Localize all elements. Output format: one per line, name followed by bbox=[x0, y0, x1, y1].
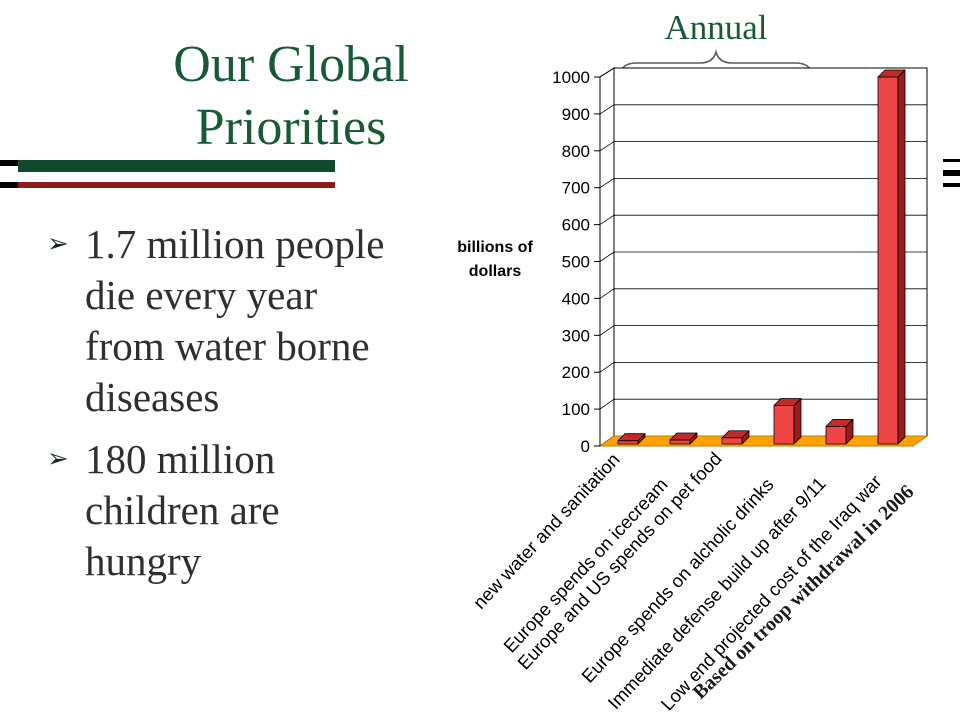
bar-front-face bbox=[877, 76, 899, 445]
bar-top-face bbox=[669, 432, 698, 441]
bullet-item: 1.7 million people die every year from w… bbox=[85, 219, 430, 423]
bar-top-face bbox=[773, 398, 802, 406]
bar-3 bbox=[721, 430, 750, 445]
title-rule-green bbox=[18, 160, 335, 172]
y-tick-label-700: 700 bbox=[562, 179, 590, 198]
bar-1 bbox=[617, 433, 646, 445]
y-tick-label-1000: 1000 bbox=[552, 68, 590, 87]
bar-4 bbox=[773, 398, 802, 445]
bar-5 bbox=[825, 418, 854, 445]
y-tick-label-900: 900 bbox=[562, 105, 590, 124]
side-gridline-400 bbox=[599, 288, 615, 299]
y-tick-label-300: 300 bbox=[562, 326, 590, 345]
y-axis: 0 100 200 300 400 500 600 700 800 900 1000 bbox=[552, 68, 600, 456]
side-gridline-100 bbox=[599, 398, 615, 410]
y-axis-label: billions of dollars bbox=[457, 239, 533, 280]
arrow-bullet-icon bbox=[47, 227, 77, 261]
bar-front-face bbox=[617, 440, 639, 445]
y-tick-label-0: 0 bbox=[581, 437, 590, 456]
right-rule-2 bbox=[943, 170, 960, 176]
annual-label: Annual bbox=[664, 8, 768, 47]
y-tick-label-200: 200 bbox=[562, 363, 590, 382]
side-gridline-700 bbox=[599, 178, 615, 189]
side-gridline-900 bbox=[599, 104, 615, 115]
side-gridline-200 bbox=[599, 362, 615, 373]
title-rule-stub-bottom bbox=[0, 182, 18, 188]
bar-front-face bbox=[721, 437, 743, 445]
slide-title: Our Global Priorities bbox=[173, 36, 409, 156]
bar-2 bbox=[669, 432, 698, 445]
y-tick-label-600: 600 bbox=[562, 216, 590, 235]
right-rule-3 bbox=[943, 183, 960, 187]
y-tick-label-400: 400 bbox=[562, 289, 590, 308]
bullet-item: 180 million children are hungry bbox=[85, 434, 430, 587]
bar-top-face bbox=[617, 433, 646, 442]
bar-front-face bbox=[773, 405, 795, 445]
bar-side-face bbox=[897, 69, 906, 445]
bar-top-face bbox=[877, 69, 906, 78]
annual-brace bbox=[619, 48, 813, 77]
y-tick-label-500: 500 bbox=[562, 253, 590, 272]
bar-6 bbox=[877, 69, 906, 445]
y-tick-label-800: 800 bbox=[562, 142, 590, 161]
title-rule-stub-top bbox=[0, 160, 18, 166]
side-gridline-600 bbox=[599, 214, 615, 225]
bars bbox=[617, 69, 906, 445]
title-rule-red bbox=[18, 182, 335, 188]
side-gridline-800 bbox=[599, 141, 615, 152]
bullet-text: 180 million children are hungry bbox=[85, 436, 280, 584]
bullet-list: 1.7 million people die every year from w… bbox=[85, 219, 430, 598]
bar-front-face bbox=[825, 425, 847, 445]
bar-top-face bbox=[721, 430, 750, 439]
bullet-text: 1.7 million people die every year from w… bbox=[85, 221, 385, 420]
bar-side-face bbox=[793, 398, 802, 445]
side-gridline-300 bbox=[599, 325, 615, 336]
arrow-bullet-icon bbox=[47, 442, 77, 476]
right-rule-1 bbox=[943, 159, 960, 162]
side-gridline-1000 bbox=[599, 67, 615, 78]
bar-front-face bbox=[669, 439, 691, 445]
y-tick-label-100: 100 bbox=[562, 400, 590, 419]
side-gridline-500 bbox=[599, 251, 615, 262]
bar-top-face bbox=[825, 418, 854, 427]
x-tick-label-6: Low end projected cost of the Iraq war bbox=[656, 471, 885, 715]
